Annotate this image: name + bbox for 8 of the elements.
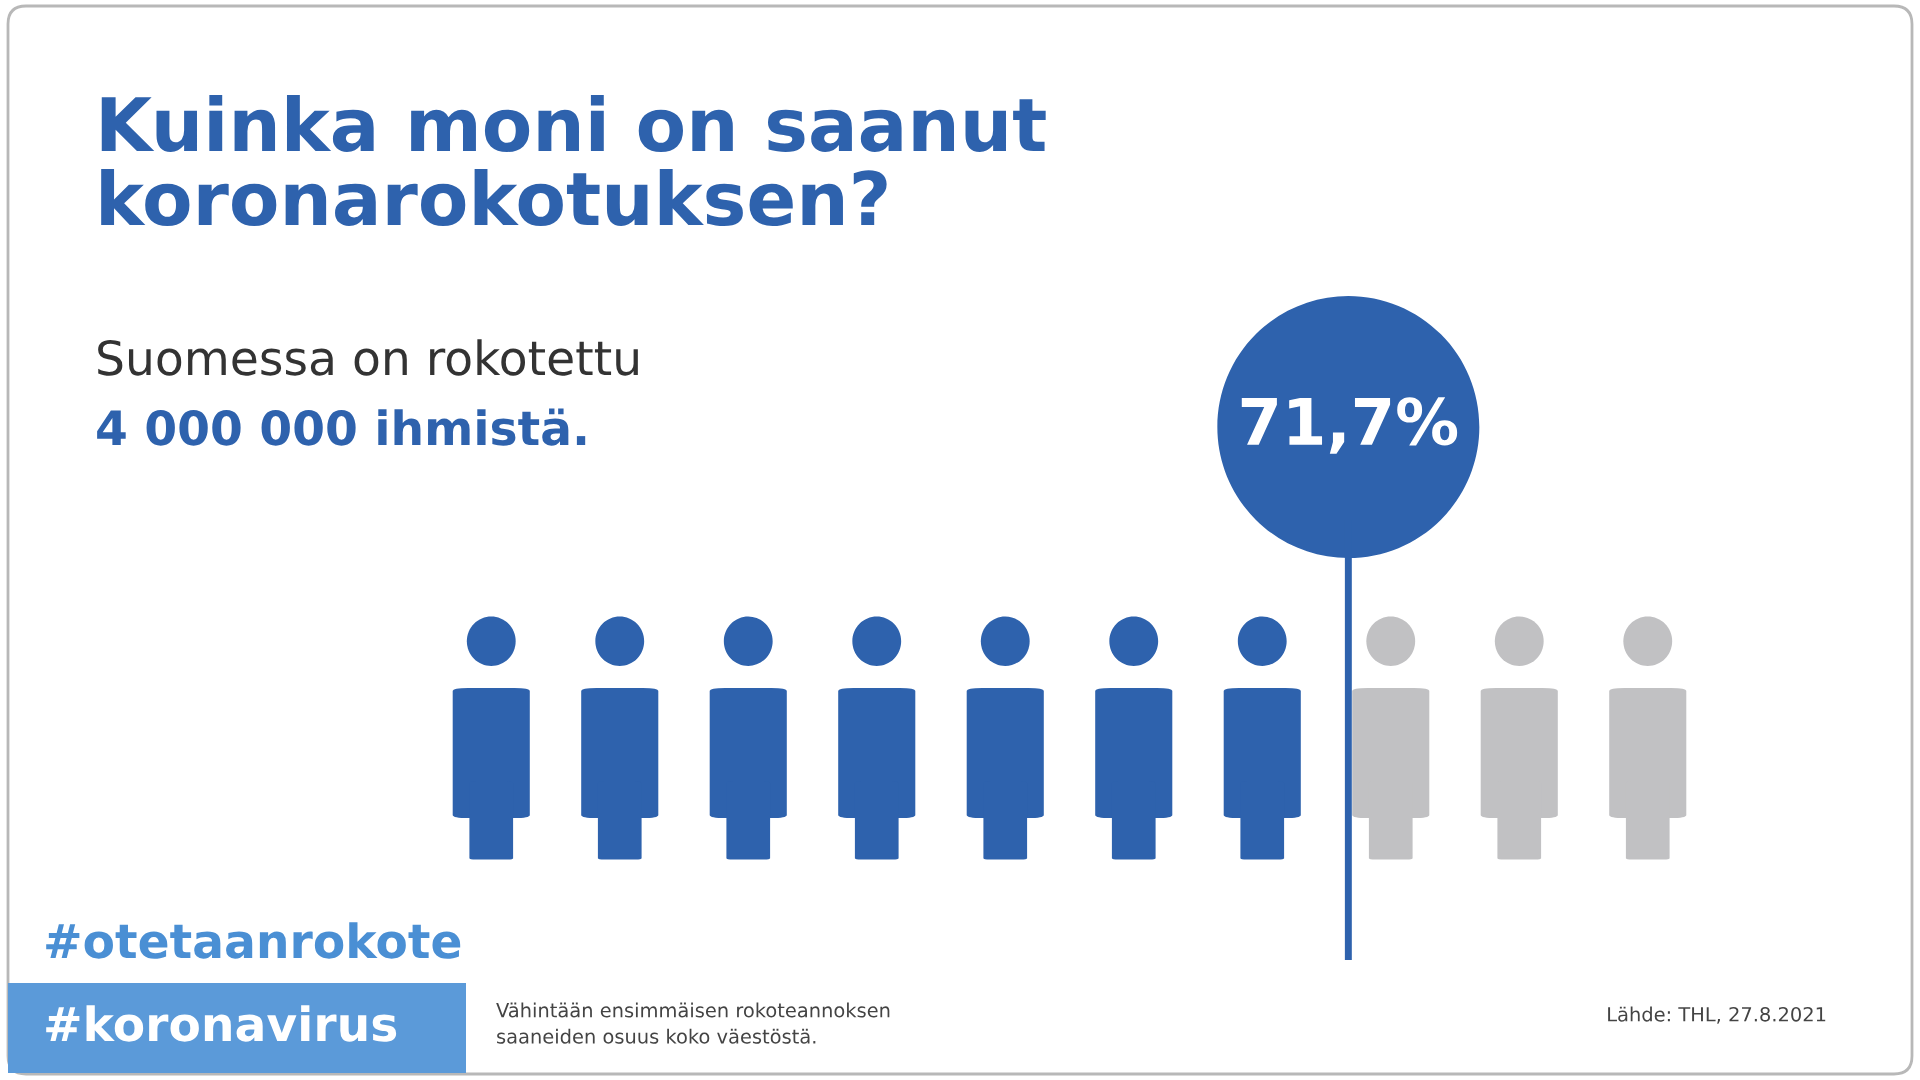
data-label: 71,7% xyxy=(1241,397,1458,454)
text: 4 000 000 ihmistä. xyxy=(97,408,586,446)
text: #koronavirus xyxy=(46,1005,397,1042)
text: Vähintään ensimmäisen rokoteannoksen saaneiden osuus koko väestöstä. xyxy=(496,1002,890,1044)
text: Kuinka moni on saanut koronarokotuksen? xyxy=(101,95,1046,227)
text: Lähde: THL, 27.8.2021 xyxy=(1608,1006,1826,1024)
text: Suomessa on rokotettu xyxy=(98,339,638,376)
text: #otetaanrokote xyxy=(46,922,461,959)
